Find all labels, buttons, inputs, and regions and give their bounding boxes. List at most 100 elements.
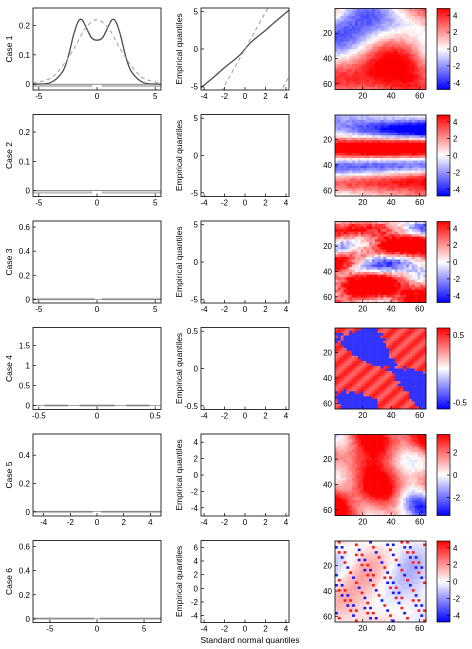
heatmap-cell xyxy=(394,137,398,141)
heatmap-cell xyxy=(411,84,415,88)
heatmap-cell xyxy=(363,333,367,336)
heatmap-cell xyxy=(369,267,373,270)
heatmap-cell xyxy=(383,38,387,42)
heatmap-cell xyxy=(369,135,373,139)
heatmap-cell xyxy=(360,358,364,362)
heatmap-cell xyxy=(343,376,347,379)
heatmap-cell xyxy=(389,175,393,179)
heatmap-cell xyxy=(369,81,373,85)
heatmap-cell xyxy=(352,43,356,47)
heatmap-cell xyxy=(346,168,350,171)
heatmap-cell xyxy=(340,86,344,90)
density-xtick-label: -5 xyxy=(35,199,43,208)
heatmap-cell xyxy=(369,249,373,253)
heatmap-cell xyxy=(406,269,410,273)
heatmap-cell xyxy=(408,8,413,12)
heatmap-cell xyxy=(420,241,424,245)
heatmap-cell xyxy=(343,117,347,121)
heatmap-cell xyxy=(406,442,410,445)
heatmap-cell xyxy=(383,254,387,258)
heatmap-cell xyxy=(363,221,367,225)
heatmap-cell xyxy=(354,477,359,481)
heatmap-cell xyxy=(369,122,373,126)
heatmap-cell xyxy=(377,115,381,118)
heatmap-cell xyxy=(360,49,364,52)
heatmap-cell xyxy=(406,439,410,443)
heatmap-cell xyxy=(349,81,353,85)
heatmap-cell xyxy=(394,256,398,260)
heatmap-cell xyxy=(343,246,347,250)
density-solid-series xyxy=(33,130,161,190)
heatmap-cell xyxy=(363,59,367,62)
heatmap-cell xyxy=(417,178,421,182)
heatmap-cell xyxy=(423,264,427,268)
heatmap-cell xyxy=(417,229,421,232)
heatmap-cell xyxy=(357,256,361,260)
heatmap-cell xyxy=(352,84,356,88)
heatmap-cell xyxy=(386,224,390,227)
heatmap-cell xyxy=(414,376,418,379)
heatmap-cell xyxy=(346,365,350,369)
heatmap-cell xyxy=(360,140,364,144)
heatmap-cell xyxy=(408,256,413,260)
heatmap-cell xyxy=(403,328,407,331)
heatmap-cell xyxy=(397,150,401,154)
heatmap-cell xyxy=(420,193,424,197)
heatmap-cell xyxy=(380,229,384,232)
heatmap-cell xyxy=(397,464,401,468)
heatmap-cell xyxy=(357,125,361,128)
heatmap-cell xyxy=(354,51,359,55)
heatmap-cell xyxy=(369,282,373,286)
heatmap-cell xyxy=(354,277,359,281)
heatmap-cell xyxy=(371,391,376,395)
heatmap-cell xyxy=(386,165,390,169)
heatmap-cell xyxy=(403,348,407,352)
heatmap-cell xyxy=(377,437,381,440)
heatmap-cell xyxy=(340,59,344,62)
heatmap-cell xyxy=(408,79,413,83)
heatmap-cell xyxy=(340,155,344,159)
heatmap-cell xyxy=(389,36,393,40)
heatmap-cell xyxy=(366,163,370,166)
heatmap-cell xyxy=(411,56,415,60)
heatmap-cell xyxy=(337,348,341,352)
heatmap-cell xyxy=(403,64,407,68)
heatmap-cell xyxy=(346,61,350,65)
heatmap-cell xyxy=(391,340,396,344)
heatmap-cell xyxy=(357,381,361,384)
heatmap-cell xyxy=(349,183,353,187)
heatmap-cell xyxy=(391,388,396,392)
heatmap-cell xyxy=(380,388,384,392)
heatmap-cell xyxy=(400,142,404,146)
heatmap-cell xyxy=(394,173,398,177)
heatmap-cell xyxy=(374,180,378,184)
heatmap-cell xyxy=(420,137,424,141)
heatmap-cell xyxy=(414,459,418,463)
heatmap-cell xyxy=(397,292,401,296)
heatmap-cell xyxy=(411,264,415,268)
heatmap-cell xyxy=(400,388,404,392)
heatmap-cell xyxy=(394,333,398,336)
heatmap-cell xyxy=(386,449,390,453)
heatmap-cell xyxy=(408,231,413,235)
heatmap-cell xyxy=(335,127,339,131)
heatmap-cell xyxy=(394,464,398,468)
heatmap-cell xyxy=(340,246,344,250)
heatmap-cell xyxy=(360,437,364,440)
qq-xtick-label: 0 xyxy=(243,412,248,421)
heatmap-cell xyxy=(389,8,393,12)
heatmap-cell xyxy=(369,84,373,88)
heatmap-cell xyxy=(397,41,401,45)
heatmap-cell xyxy=(423,31,427,35)
heatmap-cell xyxy=(420,449,424,453)
heatmap-cell xyxy=(335,403,339,407)
density-xtick-label: 5 xyxy=(153,305,158,314)
density-ytick-label: 0.2 xyxy=(19,479,31,488)
heatmap-cell xyxy=(383,396,387,400)
heatmap-cell xyxy=(380,284,384,288)
heatmap-cell xyxy=(335,437,339,440)
heatmap-cell xyxy=(343,335,347,339)
heatmap-cell xyxy=(408,137,413,141)
heatmap-cell xyxy=(363,439,367,443)
